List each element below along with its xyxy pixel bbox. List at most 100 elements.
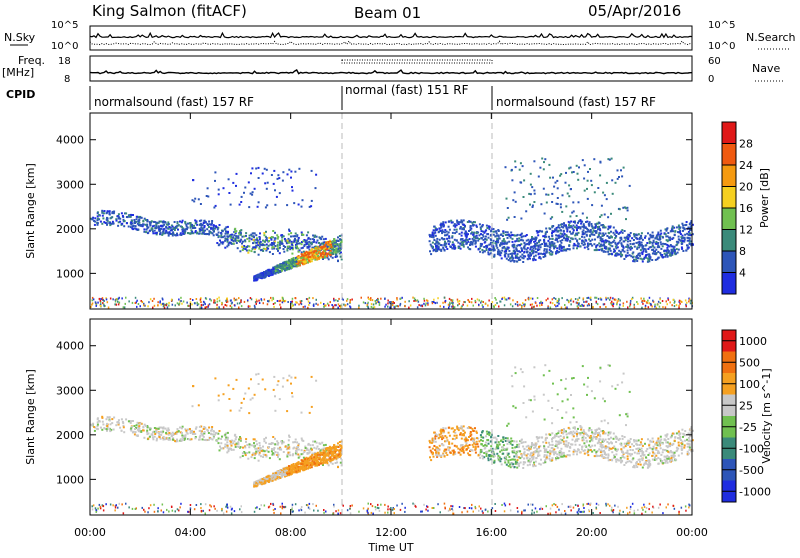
scatter-cell [194, 231, 196, 233]
scatter-cell [214, 300, 216, 302]
scatter-cell [312, 441, 314, 443]
scatter-cell [493, 306, 495, 308]
scatter-cell [227, 447, 229, 449]
scatter-cell [512, 299, 514, 301]
scatter-cell [248, 451, 250, 453]
scatter-cell [608, 232, 610, 234]
scatter-cell [404, 301, 406, 303]
scatter-cell [147, 305, 149, 307]
scatter-cell [266, 270, 268, 272]
scatter-cell [274, 237, 276, 239]
scatter-cell [668, 299, 670, 301]
scatter-cell [287, 447, 289, 449]
nsearch-tick-top: 10^5 [708, 20, 735, 31]
scatter-cell [583, 223, 585, 225]
scatter-cell [274, 443, 276, 445]
scatter-cell [524, 251, 526, 253]
scatter-cell [598, 298, 600, 300]
scatter-cell [145, 425, 147, 427]
scatter-cell [674, 305, 676, 307]
scatter-cell [313, 250, 315, 252]
scatter-cell [367, 304, 369, 306]
scatter-cell [300, 259, 302, 261]
scatter-cell [337, 236, 339, 238]
scatter-cell [152, 438, 154, 440]
scatter-cell [624, 251, 626, 253]
scatter-cell [532, 206, 534, 208]
scatter-cell [367, 306, 369, 308]
scatter-cell [301, 206, 303, 208]
scatter-cell [265, 231, 267, 233]
scatter-cell [337, 300, 339, 302]
scatter-cell [185, 224, 187, 226]
scatter-cell [121, 212, 123, 214]
scatter-cell [616, 231, 618, 233]
scatter-cell [210, 438, 212, 440]
scatter-cell [324, 250, 326, 252]
scatter-cell [143, 304, 145, 306]
scatter-cell [581, 236, 583, 238]
scatter-cell [517, 304, 519, 306]
scatter-cell [318, 258, 320, 260]
scatter-cell [103, 305, 105, 307]
scatter-cell [531, 186, 533, 188]
scatter-cell [563, 230, 565, 232]
scatter-cell [194, 433, 196, 435]
scatter-cell [508, 297, 510, 299]
scatter-cell [130, 222, 132, 224]
scatter-cell [510, 253, 512, 255]
scatter-cell [262, 173, 264, 175]
scatter-cell [272, 448, 274, 450]
scatter-cell [253, 239, 255, 241]
scatter-cell [130, 224, 132, 226]
freq-tick-bottom: 8 [64, 74, 70, 85]
scatter-cell [230, 305, 232, 307]
scatter-cell [261, 298, 263, 300]
scatter-cell [643, 298, 645, 300]
scatter-cell [291, 241, 293, 243]
scatter-cell [181, 427, 183, 429]
scatter-cell [280, 448, 282, 450]
scatter-cell [308, 452, 310, 454]
scatter-cell [339, 235, 341, 237]
scatter-cell [429, 250, 431, 252]
scatter-cell [560, 233, 562, 235]
scatter-cell [148, 301, 150, 303]
scatter-cell [590, 180, 592, 182]
scatter-cell [619, 304, 621, 306]
scatter-cell [546, 202, 548, 204]
scatter-cell [271, 450, 273, 452]
scatter-cell [568, 221, 570, 223]
scatter-cell [282, 171, 284, 173]
scatter-cell [97, 424, 99, 426]
scatter-cell [681, 223, 683, 225]
scatter-cell [568, 195, 570, 197]
scatter-cell [113, 429, 115, 431]
scatter-cell [627, 252, 629, 254]
scatter-cell [485, 236, 487, 238]
scatter-cell [559, 227, 561, 229]
scatter-cell [233, 243, 235, 245]
scatter-cell [250, 172, 252, 174]
scatter-cell [147, 438, 149, 440]
scatter-cell [444, 250, 446, 252]
scatter-cell [258, 177, 260, 179]
scatter-cell [479, 251, 481, 253]
scatter-cell [109, 420, 111, 422]
scatter-cell [254, 457, 256, 459]
scatter-cell [504, 297, 506, 299]
scatter-cell [541, 158, 543, 160]
scatter-cell [439, 239, 441, 241]
scatter-cell [590, 299, 592, 301]
scatter-cell [240, 229, 242, 231]
scatter-cell [658, 301, 660, 303]
scatter-cell [149, 436, 151, 438]
scatter-cell [125, 212, 127, 214]
scatter-cell [244, 446, 246, 448]
scatter-cell [278, 177, 280, 179]
scatter-cell [516, 255, 518, 257]
scatter-cell [504, 242, 506, 244]
scatter-cell [225, 439, 227, 441]
scatter-cell [649, 234, 651, 236]
scatter-cell [551, 193, 553, 195]
